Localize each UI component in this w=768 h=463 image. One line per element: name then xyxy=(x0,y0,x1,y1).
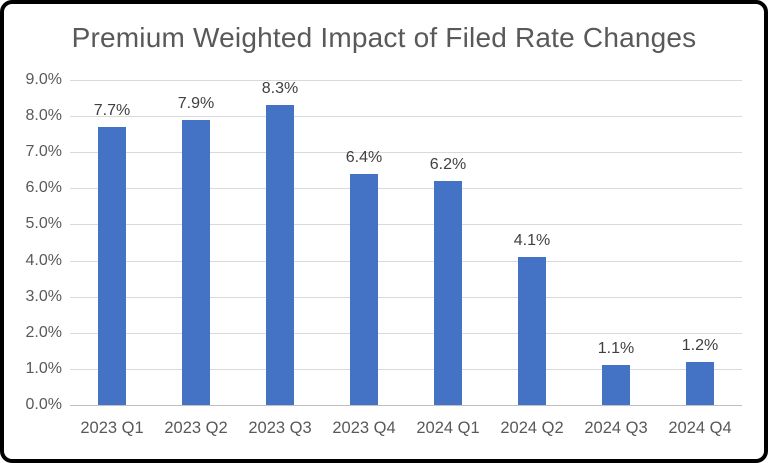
data-label: 6.2% xyxy=(429,156,467,174)
gridline xyxy=(70,116,742,118)
data-label: 1.1% xyxy=(597,340,635,358)
y-tick-label: 4.0% xyxy=(25,251,62,269)
bar-2023-q4 xyxy=(350,173,378,405)
x-tick-label: 2023 Q3 xyxy=(248,419,312,437)
y-tick-label: 2.0% xyxy=(25,323,62,341)
gridline xyxy=(70,296,742,298)
x-tick-label: 2024 Q2 xyxy=(500,419,564,437)
data-label: 7.9% xyxy=(177,94,215,112)
bar-2024-q2 xyxy=(518,256,546,405)
bar-2024-q3 xyxy=(602,365,630,405)
y-tick-label: 1.0% xyxy=(25,359,62,377)
bar-2024-q1 xyxy=(434,181,462,405)
gridline xyxy=(70,152,742,154)
bar-2024-q4 xyxy=(686,361,714,405)
gridline xyxy=(70,332,742,334)
data-label: 4.1% xyxy=(513,231,551,249)
plot-area: 0.0% 1.0% 2.0% 3.0% 4.0% 5.0% 6.0% 7.0% 8.0% 9.0%… xyxy=(4,4,764,459)
y-tick-label: 0.0% xyxy=(25,396,62,413)
x-axis-line xyxy=(70,405,742,406)
bar-2023-q2 xyxy=(182,119,210,405)
x-tick-label: 2023 Q2 xyxy=(164,419,228,437)
gridline xyxy=(70,80,742,81)
x-tick-label: 2024 Q3 xyxy=(584,419,648,437)
gridline xyxy=(70,368,742,370)
x-tick-label: 2024 Q1 xyxy=(416,419,480,437)
x-tick-label: 2024 Q4 xyxy=(668,419,732,437)
bar-2023-q3 xyxy=(266,105,294,405)
x-tick-label: 2023 Q4 xyxy=(332,419,396,437)
y-tick-label: 9.0% xyxy=(25,71,62,88)
gridline xyxy=(70,260,742,262)
data-label: 8.3% xyxy=(261,80,299,98)
y-tick-label: 6.0% xyxy=(25,179,62,197)
bar-2023-q1 xyxy=(98,126,126,405)
x-tick-label: 2023 Q1 xyxy=(80,419,144,437)
y-tick-label: 5.0% xyxy=(25,215,62,233)
gridline xyxy=(70,188,742,190)
y-tick-label: 8.0% xyxy=(25,107,62,125)
chart-title: Premium Weighted Impact of Filed Rate Ch… xyxy=(71,22,697,53)
gridline xyxy=(70,224,742,226)
data-label: 6.4% xyxy=(345,148,383,166)
y-tick-label: 3.0% xyxy=(25,287,62,305)
data-label: 1.2% xyxy=(681,336,719,354)
y-tick-label: 7.0% xyxy=(25,143,62,161)
data-label: 7.7% xyxy=(93,101,131,119)
